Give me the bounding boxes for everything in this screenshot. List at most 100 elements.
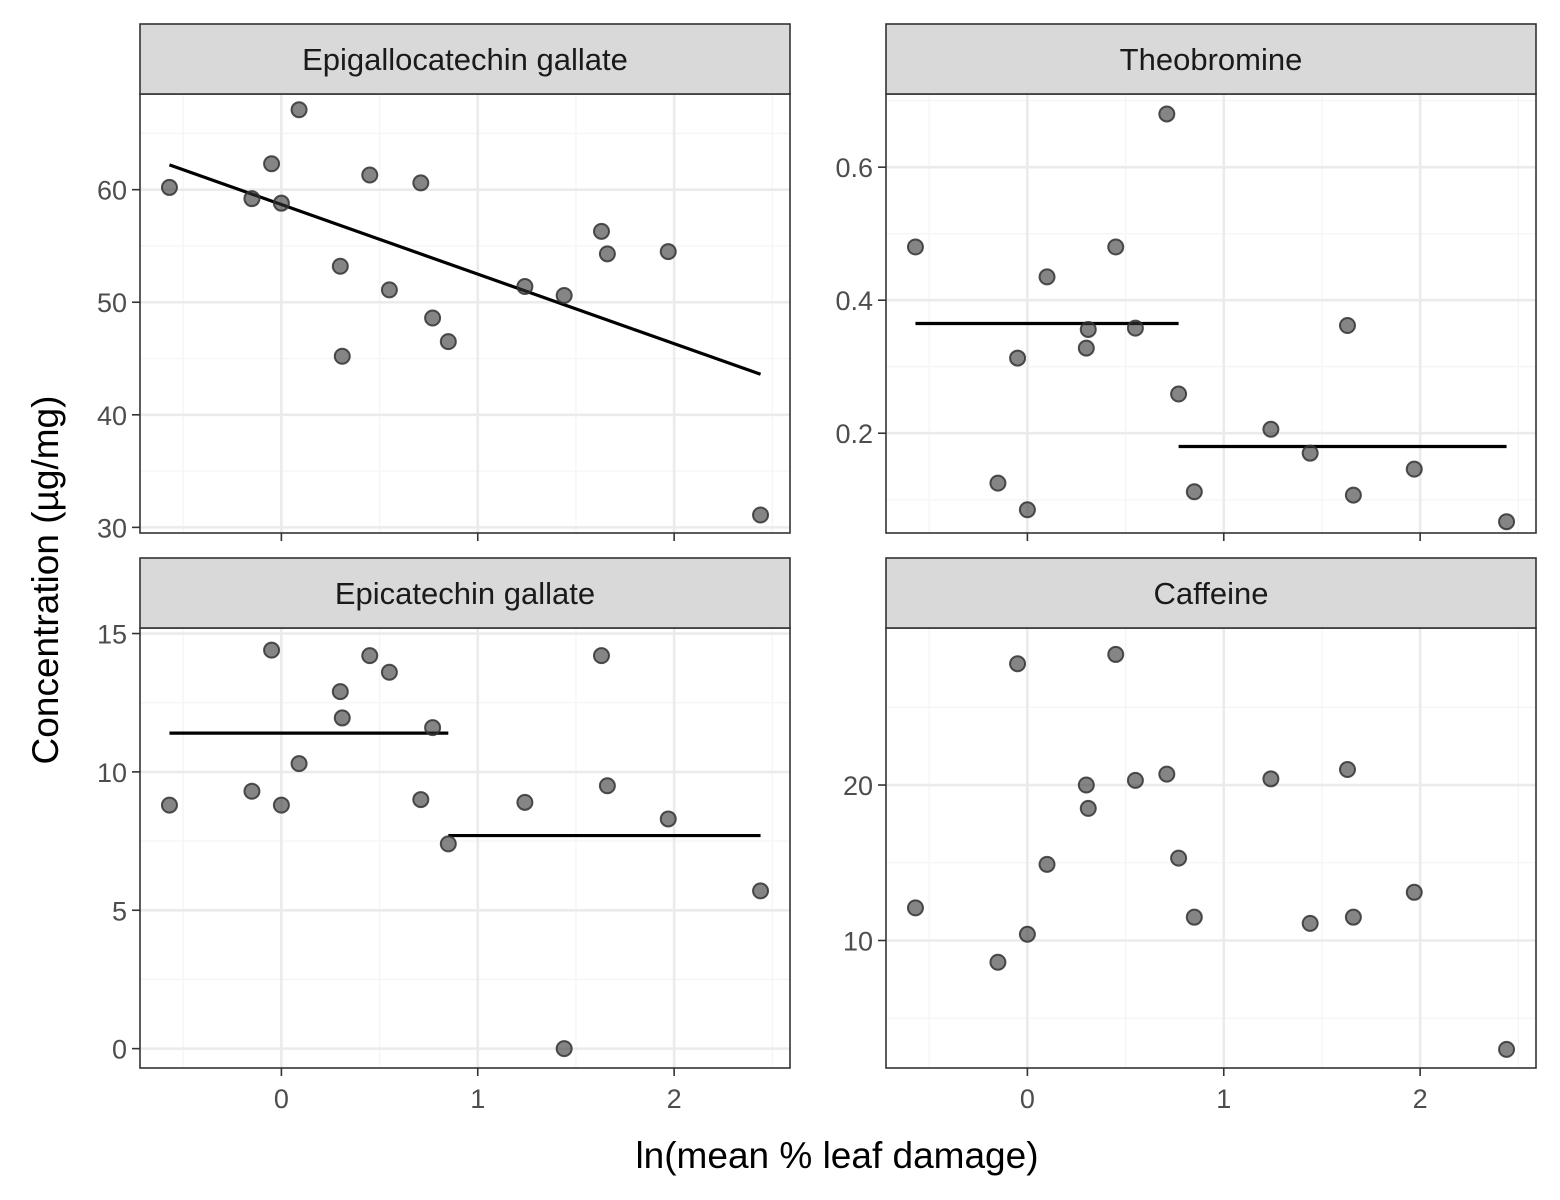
y-axis: 0 5 10 15 bbox=[97, 620, 140, 1065]
gridlines bbox=[140, 94, 790, 533]
data-point bbox=[1009, 349, 1027, 367]
plot-background bbox=[140, 94, 790, 533]
data-point bbox=[272, 194, 290, 212]
data-point bbox=[1158, 765, 1176, 783]
x-axis bbox=[280, 533, 675, 541]
data-point bbox=[592, 222, 610, 240]
panel-1: Epigallocatechin gallate 30 40 50 60 bbox=[97, 23, 791, 543]
data-point bbox=[752, 506, 770, 524]
data-point bbox=[1170, 385, 1188, 403]
data-point bbox=[598, 245, 616, 263]
data-points bbox=[160, 641, 770, 1058]
x-axis-title: ln(mean % leaf damage) bbox=[635, 1135, 1038, 1176]
data-point bbox=[1498, 1040, 1516, 1058]
data-point bbox=[361, 647, 379, 665]
data-point bbox=[263, 155, 281, 173]
x-tick-label: 1 bbox=[1216, 1084, 1231, 1114]
gridlines bbox=[886, 94, 1536, 533]
data-point bbox=[1338, 316, 1356, 334]
y-tick-label: 50 bbox=[97, 288, 127, 318]
data-point bbox=[1126, 319, 1144, 337]
data-points bbox=[906, 105, 1516, 531]
y-axis-title: Concentration (µg/mg) bbox=[25, 396, 66, 765]
data-point bbox=[1158, 105, 1176, 123]
data-point bbox=[412, 174, 430, 192]
x-axis bbox=[1026, 533, 1421, 541]
y-tick-label: 10 bbox=[97, 758, 127, 788]
data-point bbox=[380, 663, 398, 681]
data-point bbox=[1077, 776, 1095, 794]
data-point bbox=[989, 953, 1007, 971]
plot-background bbox=[886, 628, 1536, 1068]
facet-strip bbox=[139, 23, 791, 95]
data-point bbox=[243, 190, 261, 208]
data-point bbox=[1301, 444, 1319, 462]
data-point bbox=[1498, 513, 1516, 531]
data-point bbox=[439, 333, 457, 351]
data-point bbox=[516, 277, 534, 295]
data-point bbox=[424, 719, 442, 737]
data-point bbox=[1107, 238, 1125, 256]
x-tick-label: 0 bbox=[1020, 1084, 1035, 1114]
data-point bbox=[160, 178, 178, 196]
y-tick-label: 5 bbox=[112, 896, 127, 926]
data-point bbox=[752, 882, 770, 900]
data-point bbox=[1079, 320, 1097, 338]
data-point bbox=[516, 793, 534, 811]
data-point bbox=[659, 243, 677, 261]
data-point bbox=[1009, 655, 1027, 673]
data-point bbox=[424, 309, 442, 327]
data-point bbox=[380, 281, 398, 299]
data-point bbox=[1170, 849, 1188, 867]
data-point bbox=[555, 1040, 573, 1058]
plot-background bbox=[140, 628, 790, 1068]
data-point bbox=[331, 257, 349, 275]
data-point bbox=[290, 101, 308, 119]
panel-2: Theobromine 0.2 0.4 0.6 bbox=[835, 23, 1537, 541]
data-point bbox=[1018, 501, 1036, 519]
facet-strip-label: Caffeine bbox=[1154, 576, 1269, 611]
data-point bbox=[1262, 420, 1280, 438]
data-point bbox=[1185, 908, 1203, 926]
data-point bbox=[1018, 925, 1036, 943]
facet-strip bbox=[139, 557, 791, 629]
data-point bbox=[412, 791, 430, 809]
fit-line-segment-1 bbox=[168, 163, 762, 376]
data-point bbox=[243, 782, 261, 800]
data-point bbox=[1301, 914, 1319, 932]
facet-strip bbox=[885, 23, 1537, 95]
plot-background bbox=[886, 94, 1536, 533]
data-point bbox=[1038, 268, 1056, 286]
y-tick-label: 0.4 bbox=[835, 286, 873, 316]
data-point bbox=[1038, 855, 1056, 873]
y-axis: 0.2 0.4 0.6 bbox=[835, 153, 886, 449]
data-point bbox=[290, 755, 308, 773]
x-tick-label: 2 bbox=[1413, 1084, 1428, 1114]
data-point bbox=[659, 810, 677, 828]
data-point bbox=[263, 641, 281, 659]
y-tick-label: 0.6 bbox=[835, 153, 873, 183]
data-point bbox=[592, 647, 610, 665]
x-axis: 0 1 2 bbox=[274, 1068, 682, 1114]
y-tick-label: 15 bbox=[97, 620, 127, 650]
y-axis: 10 20 bbox=[843, 771, 886, 957]
x-tick-label: 1 bbox=[470, 1084, 485, 1114]
x-tick-label: 2 bbox=[667, 1084, 682, 1114]
gridlines bbox=[140, 628, 790, 1068]
data-point bbox=[1338, 760, 1356, 778]
data-point bbox=[160, 796, 178, 814]
data-point bbox=[333, 709, 351, 727]
data-point bbox=[1107, 645, 1125, 663]
facet-strip-label: Epicatechin gallate bbox=[335, 576, 595, 611]
data-point bbox=[1079, 799, 1097, 817]
data-point bbox=[333, 347, 351, 365]
data-point bbox=[1405, 460, 1423, 478]
data-point bbox=[989, 474, 1007, 492]
x-axis: 0 1 2 bbox=[1020, 1068, 1428, 1114]
facet-strip-label: Epigallocatechin gallate bbox=[302, 42, 628, 77]
x-tick-label: 0 bbox=[274, 1084, 289, 1114]
facet-strip-label: Theobromine bbox=[1120, 42, 1303, 77]
gridlines bbox=[886, 628, 1536, 1068]
